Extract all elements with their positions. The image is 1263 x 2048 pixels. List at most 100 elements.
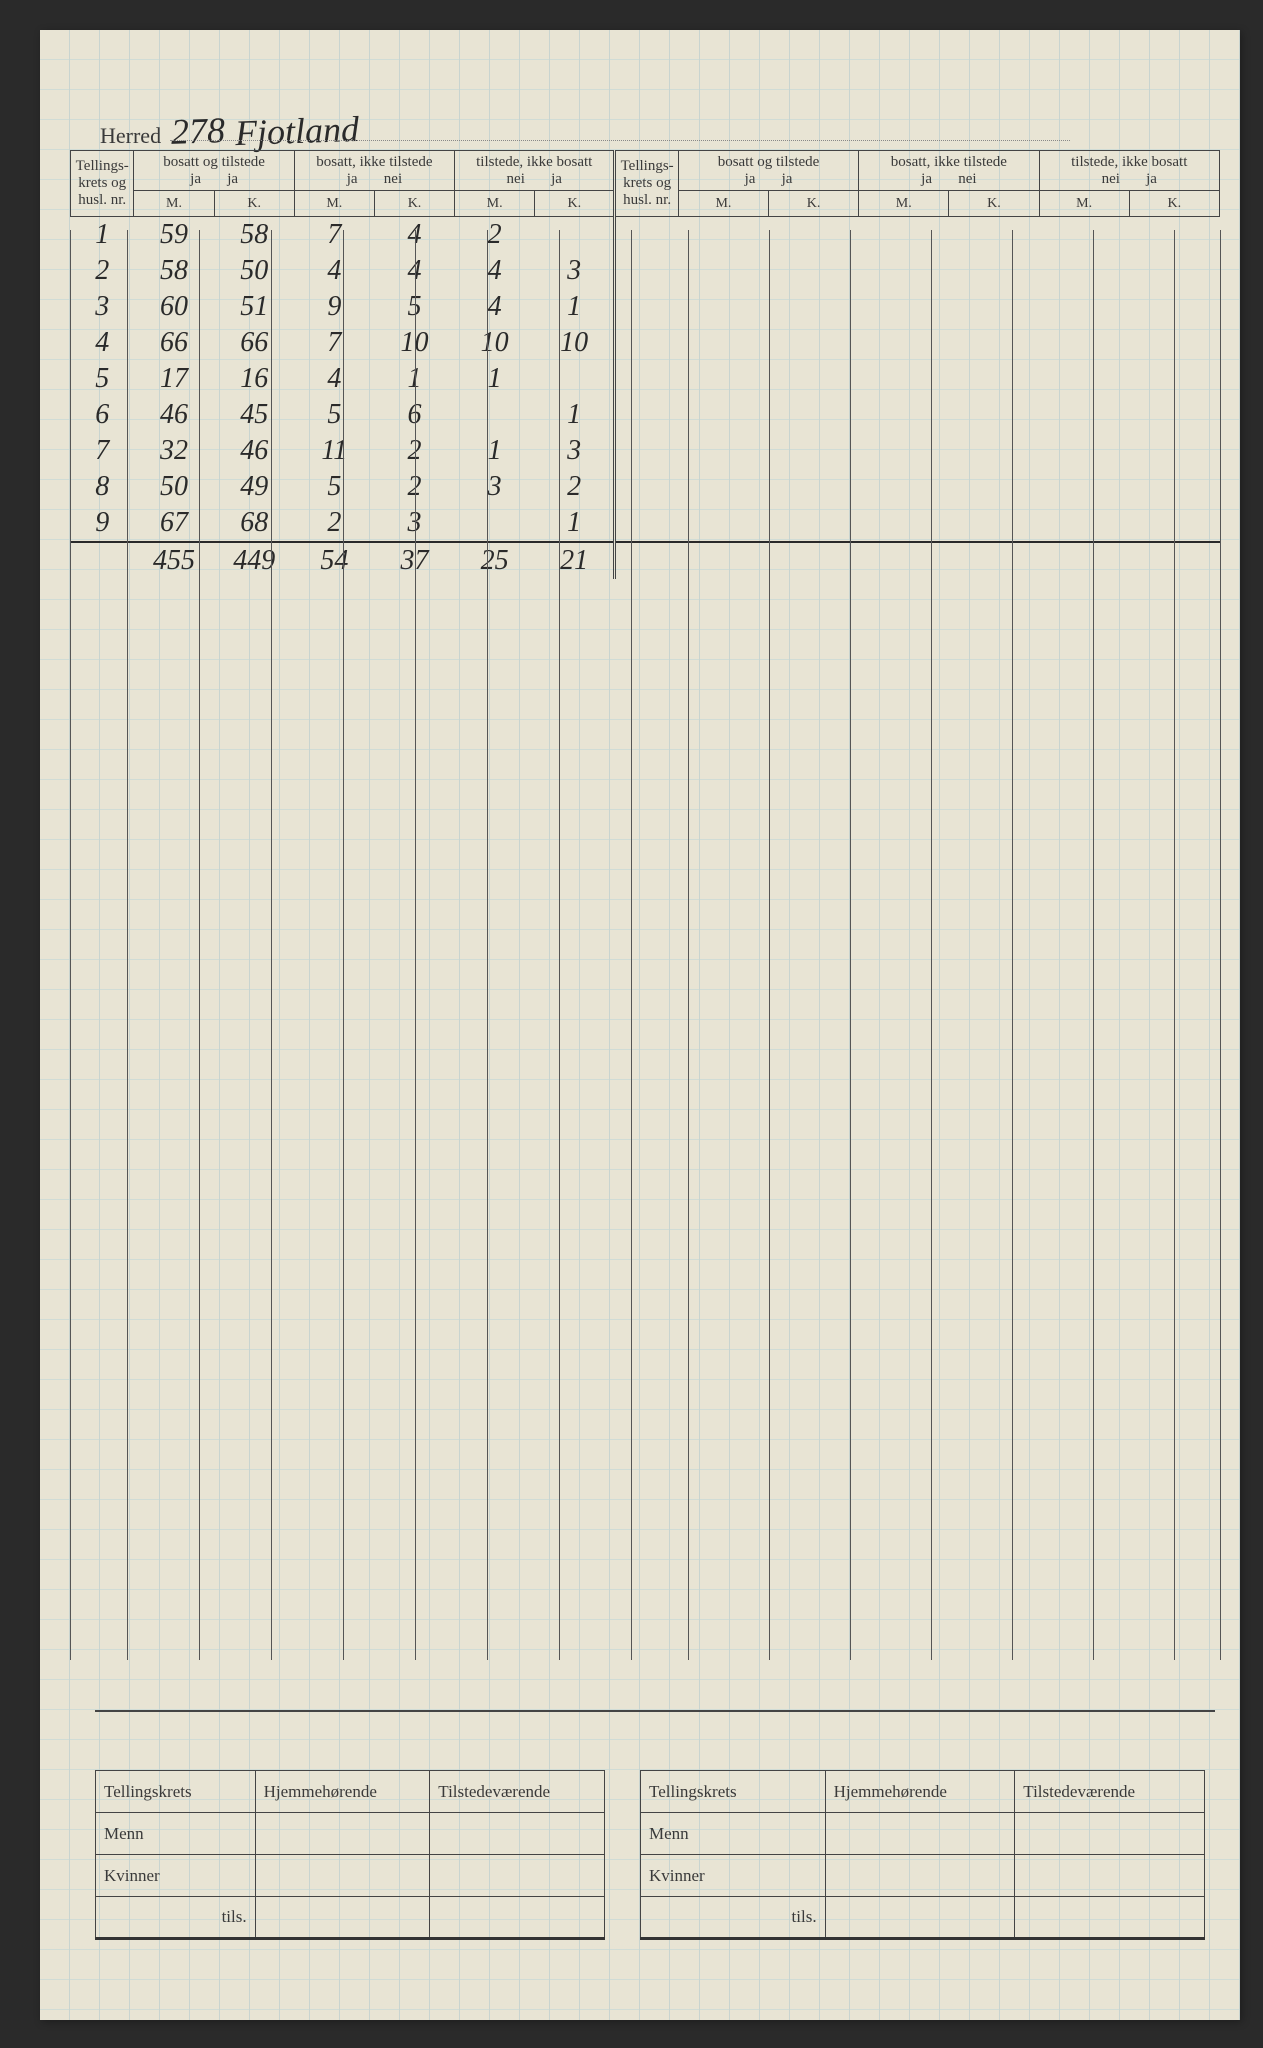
totals-cell: 21 xyxy=(535,542,615,579)
empty-cell xyxy=(678,253,768,289)
data-cell: 7 xyxy=(294,217,374,254)
data-cell: 4 xyxy=(374,217,454,254)
empty-cell xyxy=(615,217,678,254)
empty-cell xyxy=(769,361,859,397)
data-cell: 50 xyxy=(214,253,294,289)
summary-col-header: Hjemmehørende xyxy=(825,1771,1015,1813)
data-cell: 6 xyxy=(374,397,454,433)
empty-cell xyxy=(615,325,678,361)
data-cell: 2 xyxy=(535,469,615,505)
rowcol-header-line: Tellings- xyxy=(76,158,129,174)
group-header-text: bosatt, ikke tilstede xyxy=(891,154,1007,170)
data-cell: 51 xyxy=(214,289,294,325)
table-row: 51716411 xyxy=(71,361,1220,397)
summary-col-header: Tellingskrets xyxy=(641,1771,826,1813)
rowcol-header: Tellings- krets og husl. nr. xyxy=(71,151,134,217)
group-sub: ja xyxy=(190,171,201,187)
mk-header: K. xyxy=(1129,191,1219,217)
empty-cell xyxy=(859,433,949,469)
empty-cell xyxy=(949,433,1039,469)
data-cell: 9 xyxy=(71,505,134,542)
data-cell: 1 xyxy=(535,289,615,325)
empty-cell xyxy=(859,361,949,397)
data-cell: 58 xyxy=(134,253,214,289)
empty-cell xyxy=(949,542,1039,579)
data-cell: 59 xyxy=(134,217,214,254)
table-row: 96768231 xyxy=(71,505,1220,542)
group-header: tilstede, ikke bosatt nei ja xyxy=(1039,151,1219,191)
data-cell: 10 xyxy=(374,325,454,361)
group-header: bosatt og tilstede ja ja xyxy=(678,151,858,191)
summary-row-label: Menn xyxy=(641,1813,826,1855)
empty-cell xyxy=(769,325,859,361)
data-cell: 3 xyxy=(535,433,615,469)
data-cell: 1 xyxy=(71,217,134,254)
empty-cell xyxy=(678,397,768,433)
data-cell: 1 xyxy=(455,433,535,469)
data-cell: 10 xyxy=(455,325,535,361)
group-sub: nei xyxy=(384,171,402,187)
empty-cell xyxy=(1039,469,1129,505)
empty-cell xyxy=(1039,361,1129,397)
empty-cell xyxy=(859,325,949,361)
empty-cell xyxy=(1039,325,1129,361)
empty-cell xyxy=(769,469,859,505)
group-sub: ja xyxy=(227,171,238,187)
empty-cell xyxy=(1129,397,1219,433)
summary-cell xyxy=(1015,1897,1205,1939)
empty-cell xyxy=(678,361,768,397)
empty-cell xyxy=(949,289,1039,325)
table-row: 15958742 xyxy=(71,217,1220,254)
empty-cell xyxy=(769,217,859,254)
empty-cell xyxy=(615,361,678,397)
empty-cell xyxy=(859,253,949,289)
empty-cell xyxy=(769,433,859,469)
table-row: 64645561 xyxy=(71,397,1220,433)
data-cell: 49 xyxy=(214,469,294,505)
empty-cell xyxy=(859,542,949,579)
data-cell: 32 xyxy=(134,433,214,469)
empty-cell xyxy=(1129,217,1219,254)
summary-cell xyxy=(825,1855,1015,1897)
data-cell: 4 xyxy=(71,325,134,361)
empty-cell xyxy=(949,253,1039,289)
totals-cell xyxy=(71,542,134,579)
data-cell: 4 xyxy=(294,361,374,397)
data-cell: 2 xyxy=(294,505,374,542)
data-cell: 4 xyxy=(455,289,535,325)
mk-header: K. xyxy=(769,191,859,217)
header-underline xyxy=(170,140,1070,141)
group-header: bosatt, ikke tilstede ja nei xyxy=(859,151,1039,191)
empty-cell xyxy=(615,253,678,289)
empty-cell xyxy=(1039,253,1129,289)
herred-header: Herred 278 Fjotland xyxy=(100,110,359,152)
herred-name: Fjotland xyxy=(234,108,359,154)
summary-cell xyxy=(255,1855,430,1897)
data-cell: 66 xyxy=(134,325,214,361)
summary-row-label: Menn xyxy=(96,1813,256,1855)
summary-row-label: tils. xyxy=(641,1897,826,1939)
group-sub: ja xyxy=(921,171,932,187)
summary-col-header: Tilstedeværende xyxy=(430,1771,605,1813)
rowcol-header-line: krets og xyxy=(78,175,126,191)
empty-cell xyxy=(678,505,768,542)
data-cell: 7 xyxy=(71,433,134,469)
summary-cell xyxy=(1015,1813,1205,1855)
data-cell: 5 xyxy=(374,289,454,325)
empty-cell xyxy=(769,542,859,579)
data-cell: 66 xyxy=(214,325,294,361)
empty-cell xyxy=(769,505,859,542)
data-cell: 1 xyxy=(374,361,454,397)
data-cell: 46 xyxy=(134,397,214,433)
table-row: 850495232 xyxy=(71,469,1220,505)
summary-col-header: Tellingskrets xyxy=(96,1771,256,1813)
data-cell: 2 xyxy=(374,433,454,469)
table-row: 466667101010 xyxy=(71,325,1220,361)
table-row: 7324611213 xyxy=(71,433,1220,469)
census-main-table: Tellings- krets og husl. nr. bosatt og t… xyxy=(70,150,1220,579)
data-cell xyxy=(535,361,615,397)
group-header: bosatt, ikke tilstede ja nei xyxy=(294,151,454,191)
empty-cell xyxy=(769,397,859,433)
empty-cell xyxy=(949,217,1039,254)
empty-cell xyxy=(859,505,949,542)
